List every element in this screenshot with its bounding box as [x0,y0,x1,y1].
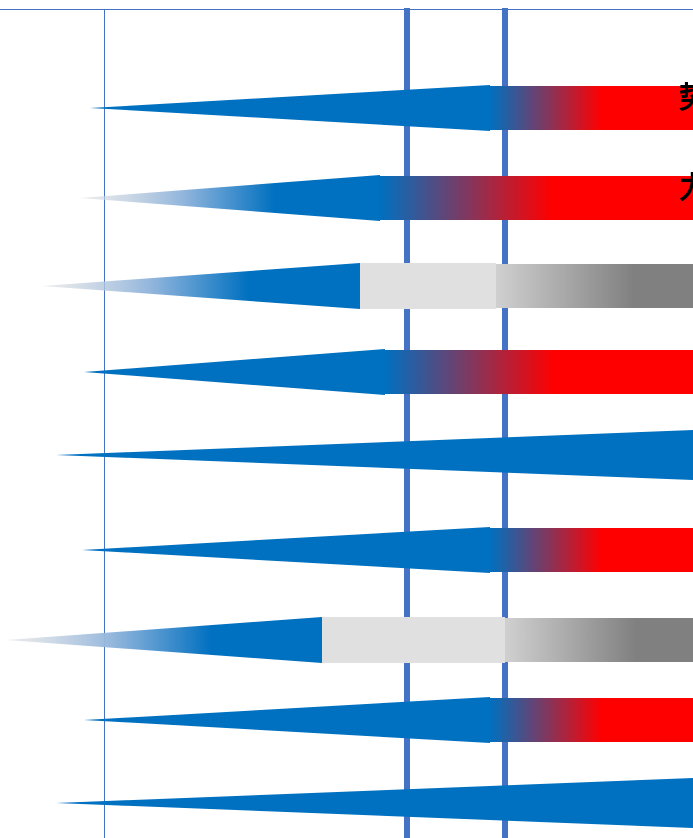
arrow-body-bar [505,618,693,662]
arrow-row-svg-5 [56,430,693,480]
arrow-body-bar [490,698,693,742]
arrow-tip [6,617,322,663]
top-border-line [0,9,693,10]
arrow-row-3 [0,256,693,309]
arrow-body-bar [490,86,693,130]
left-guide-line [104,10,105,838]
arrow-row-2 [0,168,693,221]
arrow-row-9 [0,773,693,828]
arrow-row-6 [0,520,693,573]
arrow-row-svg-3 [42,263,693,309]
arrow-row-7 [0,610,693,663]
arrow-tip [90,85,490,131]
arrow-body-bar [380,176,693,220]
arrow-tip [42,263,360,309]
arrow-row-8 [0,690,693,743]
arrow-row-svg-6 [82,527,693,573]
arrow-tip [56,430,693,480]
arrow-row-svg-9 [56,778,693,828]
arrow-row-svg-2 [80,175,693,221]
guide-line-right [502,8,508,838]
arrow-tip [56,778,693,828]
arrow-row-svg-1 [90,85,693,131]
arrow-row-svg-8 [84,697,693,743]
arrow-tip [84,349,385,395]
arrow-body-bar [385,350,693,394]
arrow-tip [84,697,490,743]
arrow-shadow-box [360,263,496,309]
arrow-tip [82,527,490,573]
row-label-2: 力 [679,174,693,204]
arrow-tip [80,175,380,221]
arrow-row-1 [0,78,693,131]
arrow-shadow-box [322,617,505,663]
guide-line-left [404,8,410,838]
arrow-body-bar [490,528,693,572]
arrow-body-bar [496,264,693,308]
arrow-row-5 [0,425,693,480]
arrow-row-svg-7 [6,617,693,663]
arrow-row-4 [0,342,693,395]
arrow-row-svg-4 [84,349,693,395]
row-label-1: 势 [679,84,693,114]
